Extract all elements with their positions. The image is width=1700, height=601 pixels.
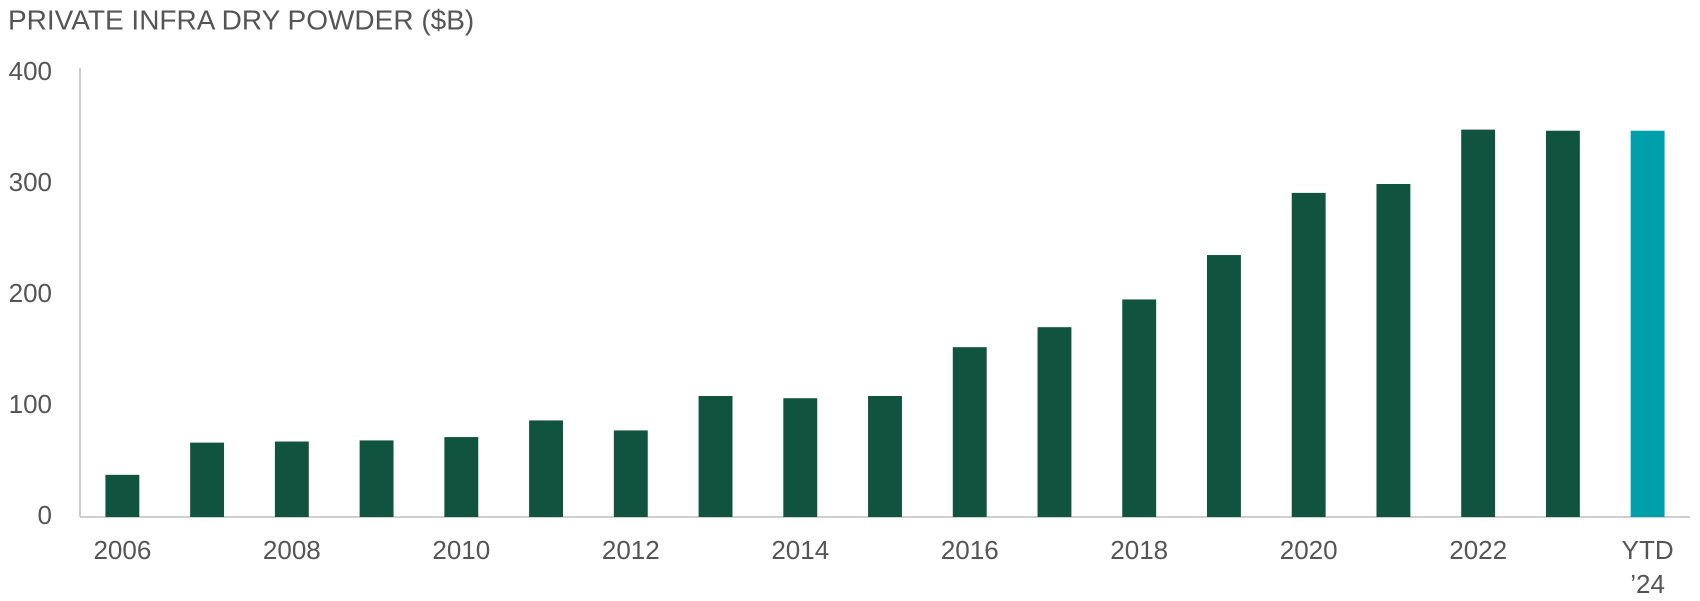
- bar: [1545, 130, 1580, 517]
- bar: [529, 420, 563, 517]
- x-tick-label: 2020: [1279, 535, 1338, 565]
- bar: [698, 396, 733, 517]
- bar: [190, 442, 225, 517]
- bar: [359, 440, 394, 517]
- x-tick-label: 2012: [601, 535, 660, 565]
- y-tick-label: 200: [9, 278, 52, 308]
- bar: [1461, 129, 1496, 518]
- x-tick-label: 2016: [940, 535, 999, 565]
- x-tick-label: YTD ’24: [1621, 535, 1674, 599]
- x-tick-label: 2006: [93, 535, 152, 565]
- bar: [1376, 184, 1411, 517]
- bar: [444, 437, 479, 517]
- y-tick-label: 300: [9, 167, 52, 197]
- bar: [783, 398, 818, 517]
- bar: [105, 474, 140, 517]
- x-tick-label: 2022: [1449, 535, 1508, 565]
- bar: [1037, 327, 1072, 517]
- bar: [613, 430, 648, 517]
- y-tick-label: 0: [38, 500, 52, 530]
- x-tick-label: 2010: [432, 535, 491, 565]
- bar: [1291, 192, 1326, 517]
- x-tick-label: 2014: [771, 535, 830, 565]
- y-tick-label: 400: [9, 56, 52, 86]
- bar: [952, 347, 987, 517]
- bar: [1630, 130, 1665, 517]
- chart-title: PRIVATE INFRA DRY POWDER ($B): [8, 4, 474, 35]
- bar: [1122, 299, 1157, 517]
- bar: [1207, 255, 1241, 518]
- x-tick-label: 2008: [262, 535, 321, 565]
- bar: [868, 396, 902, 517]
- bar: [274, 441, 309, 517]
- y-tick-label: 100: [9, 389, 52, 419]
- x-tick-label: 2018: [1110, 535, 1169, 565]
